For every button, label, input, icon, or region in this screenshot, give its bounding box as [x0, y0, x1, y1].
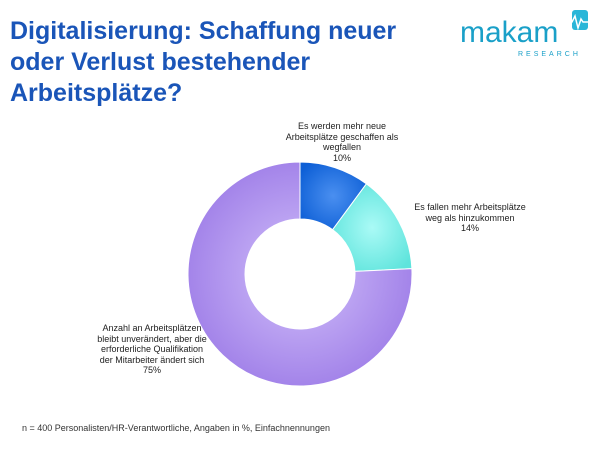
logo-tagline: RESEARCH	[518, 51, 581, 58]
slice-label-line: weg als hinzukommen	[425, 212, 515, 223]
slice-label-line: der Mitarbeiter ändert sich	[99, 354, 205, 365]
donut-slice	[187, 161, 413, 387]
slice-label-line: wegfallen	[322, 142, 362, 152]
slice-label-line: Es werden mehr neue	[297, 121, 387, 131]
title-line: Digitalisierung: Schaffung neuer	[10, 17, 397, 45]
slice-label-line: Anzahl an Arbeitsplätzen	[102, 323, 202, 333]
slice-label: Es fallen mehr Arbeitsplätze weg als hin…	[400, 202, 540, 234]
slice-label: Anzahl an Arbeitsplätzen bleibt unveränd…	[72, 323, 232, 376]
logo-wordmark: makam	[460, 16, 558, 49]
title-line: Arbeitsplätze?	[10, 79, 183, 107]
logo-pulse-line	[566, 13, 590, 31]
footnote: n = 400 Personalisten/HR-Verantwortliche…	[22, 423, 330, 433]
title-line: oder Verlust bestehender	[10, 48, 311, 76]
slice-value-label: 14%	[460, 223, 479, 233]
slice-value-label: 10%	[332, 152, 351, 163]
slice-label-line: Arbeitsplätze geschaffen als	[285, 131, 399, 142]
slice-value-label: 75%	[142, 365, 161, 375]
slice-label-line: erforderliche Qualifikation	[100, 344, 204, 354]
page-title: Digitalisierung: Schaffung neuer oder Ve…	[10, 16, 450, 109]
makam-logo: makam RESEARCH	[460, 10, 590, 58]
slice-label-line: Es fallen mehr Arbeitsplätze	[414, 202, 526, 212]
slice-label-line: bleibt unverändert, aber die	[97, 333, 207, 344]
slice-label: Es werden mehr neue Arbeitsplätze gescha…	[272, 121, 412, 163]
